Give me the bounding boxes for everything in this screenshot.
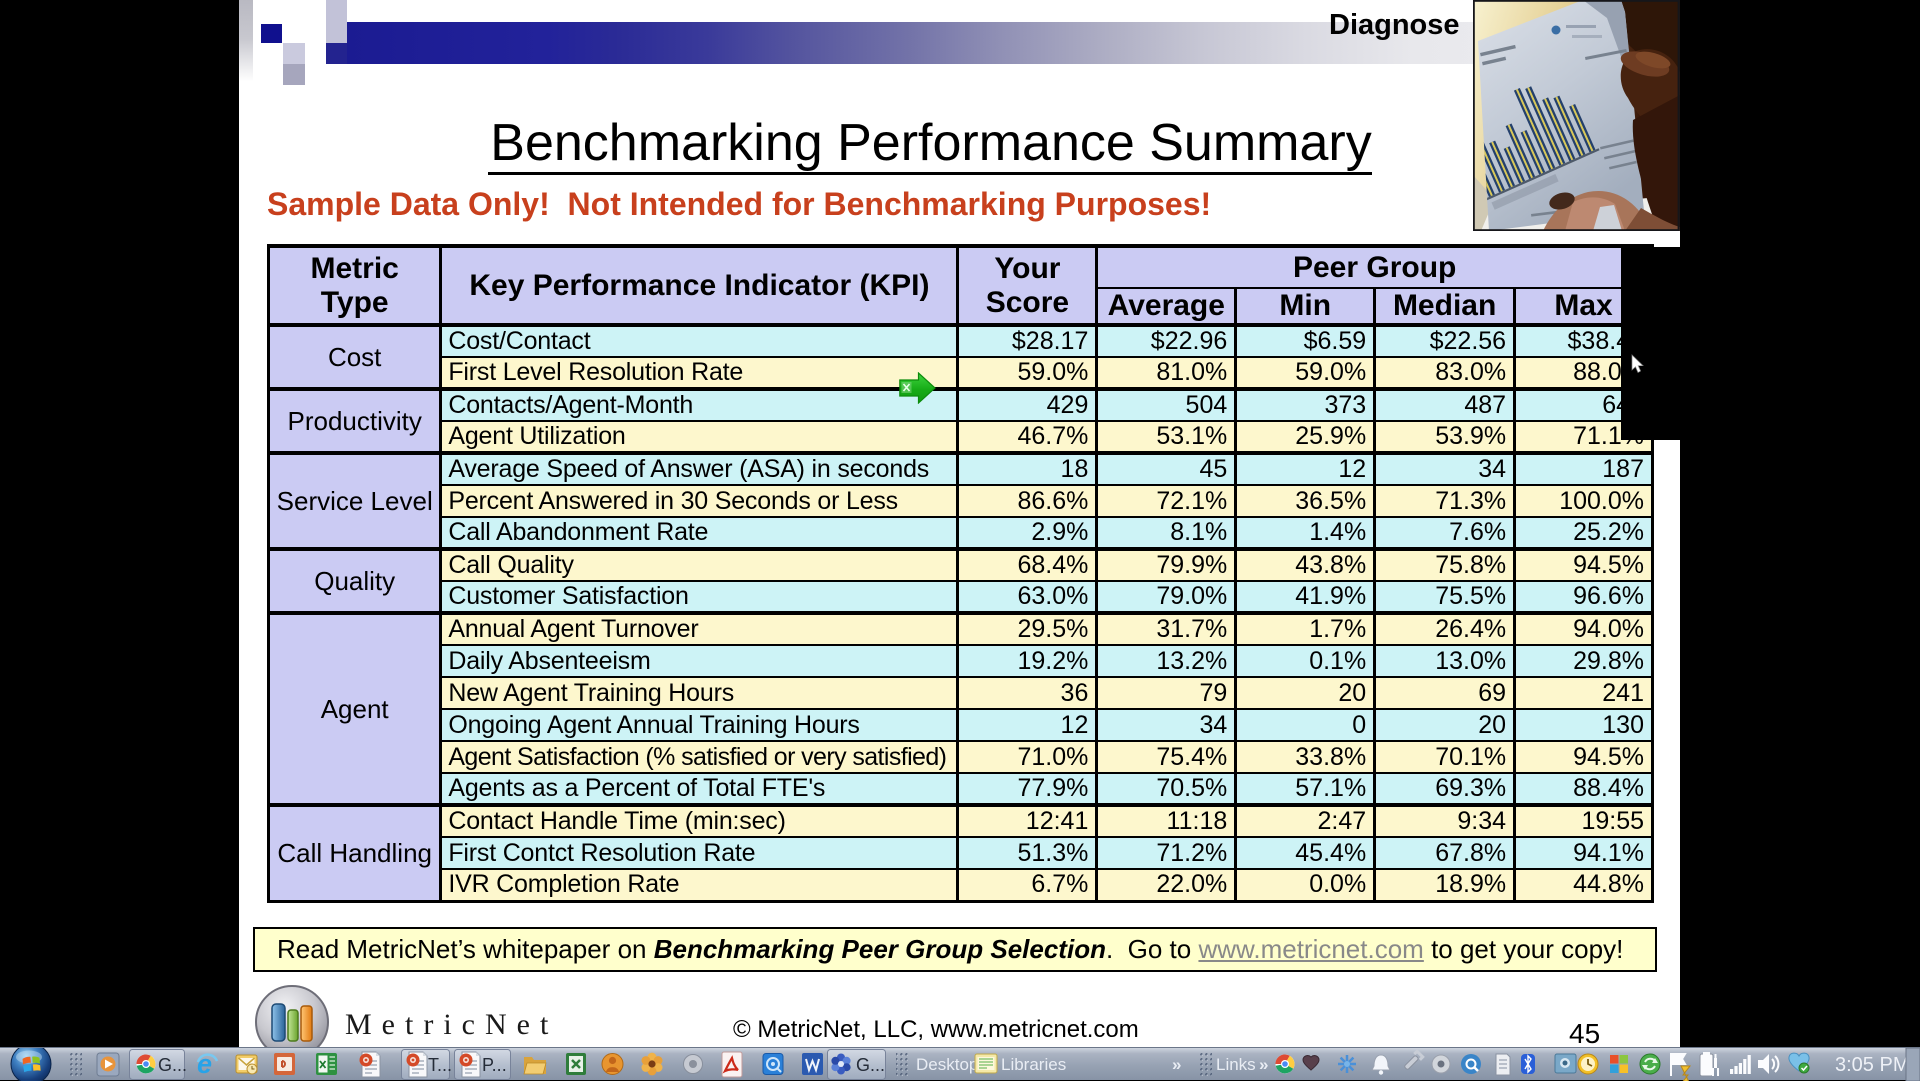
svg-text:G...: G...	[158, 1055, 187, 1075]
svg-text:3:05 PM: 3:05 PM	[1835, 1054, 1909, 1076]
svg-text:T...: T...	[428, 1055, 452, 1075]
svg-text:Links: Links	[1216, 1055, 1256, 1074]
svg-text:»: »	[1172, 1055, 1181, 1074]
svg-text:e: e	[197, 1049, 212, 1079]
svg-text:P...: P...	[482, 1055, 507, 1075]
svg-text:Libraries: Libraries	[1001, 1055, 1066, 1074]
svg-text:Desktop: Desktop	[916, 1055, 978, 1074]
svg-text:G...: G...	[856, 1055, 885, 1075]
svg-text:»: »	[1259, 1055, 1268, 1074]
